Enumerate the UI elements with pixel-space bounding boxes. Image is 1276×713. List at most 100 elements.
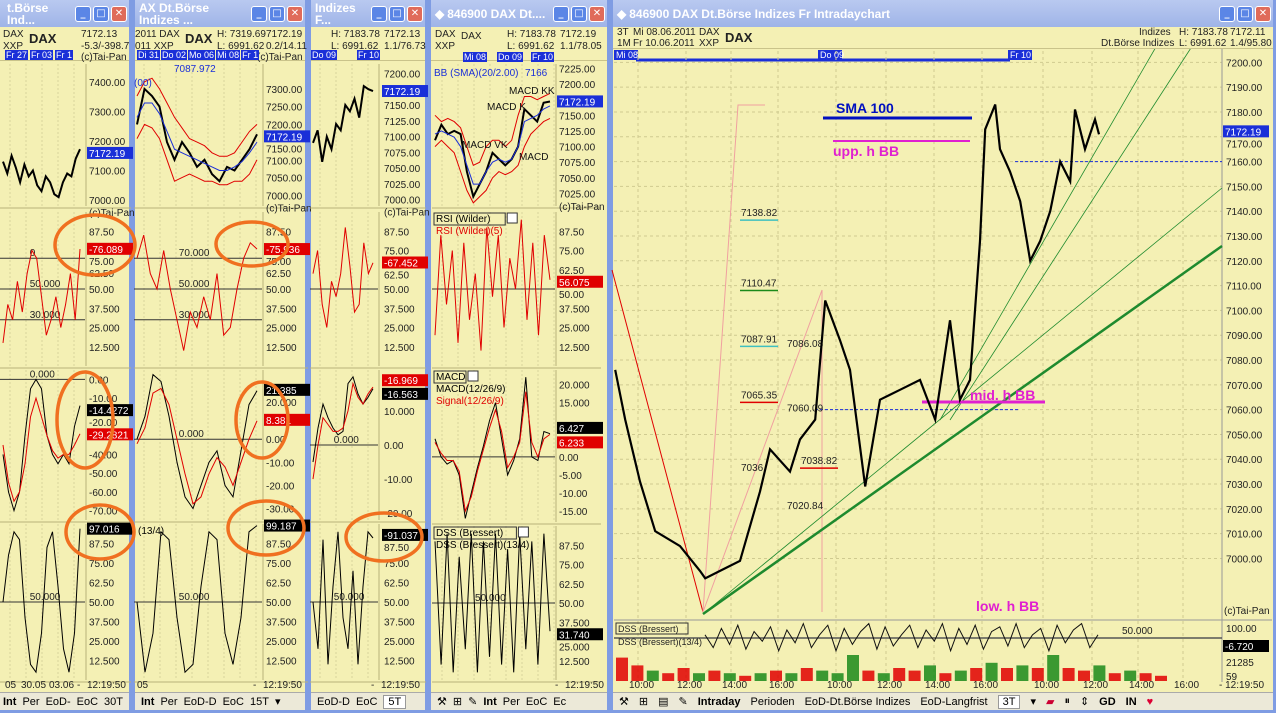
maximize-button[interactable]: □ — [1237, 5, 1253, 22]
tab-bar: ⚒ ⊞ ▤ ✎ Intraday Perioden EoD-Dt.Börse Indize… — [613, 692, 1273, 710]
window-titlebar[interactable]: AX Dt.Börse Indizes ... _ □ ✕ — [135, 0, 305, 27]
high-price: H: 7183.78 — [1179, 27, 1228, 38]
minimize-button[interactable]: _ — [75, 5, 91, 22]
market: XXP — [3, 41, 24, 52]
tab-eod-d[interactable]: EoD-D — [183, 695, 217, 708]
up-down-icon[interactable]: ⇕ — [1079, 696, 1090, 708]
main-intraday-window: ◆ 846900 DAX Dt.Börse Indizes Fr Intraday… — [610, 0, 1276, 713]
last-price: 7172.11 — [1230, 27, 1266, 38]
time-axis: 05 -12:19:50 — [135, 680, 305, 692]
minimize-button[interactable]: _ — [553, 5, 569, 22]
time-separator: - — [253, 680, 257, 691]
time-tick-label: 10:00 — [1034, 680, 1060, 691]
change: -5.3/-398.7 — [81, 41, 130, 52]
pencil-icon[interactable]: ✎ — [678, 696, 688, 708]
minimize-button[interactable]: _ — [371, 5, 387, 22]
date-label: Di 31 — [137, 50, 161, 60]
time-tick-label: 16:00 — [769, 680, 795, 691]
exchange: DAX — [435, 29, 456, 40]
low-price: L: 6991.62 — [331, 41, 379, 52]
minimize-button[interactable]: _ — [251, 5, 267, 22]
time-separator: - — [371, 680, 375, 691]
tab-per[interactable]: Per — [502, 695, 520, 708]
chevron-down-icon[interactable]: ▾ — [1030, 696, 1036, 708]
tab-per[interactable]: Per — [22, 695, 40, 708]
close-button[interactable]: ✕ — [1255, 5, 1271, 22]
group-detail: Dt.Börse Indizes — [1101, 38, 1175, 49]
period-1[interactable]: 3T — [617, 27, 629, 38]
window-titlebar[interactable]: t.Börse Ind... _ □ ✕ — [0, 0, 129, 27]
symbol-name: DAX — [461, 31, 482, 42]
heart-icon[interactable]: ♥ — [1146, 695, 1154, 708]
tab-bar: ⚒ ⊞ ✎ Int Per EoC Ec — [431, 692, 607, 710]
pencil-icon[interactable]: ✎ — [468, 696, 478, 708]
gd-button[interactable]: GD — [1099, 695, 1116, 708]
chart-window-4: ◆ 846900 DAX Dt.... _ □ ✕ DAX XXP DAX H: 71… — [428, 0, 610, 713]
tab-eod-langfrist[interactable]: EoD-Langfrist — [920, 695, 988, 708]
tab-eod[interactable]: EoD- — [45, 695, 71, 708]
annotation-text: low. h BB — [976, 598, 1040, 614]
window-title: AX Dt.Börse Indizes ... — [139, 0, 210, 27]
time-tick-label: 14:00 — [1129, 680, 1155, 691]
date-label: Fr 03 — [30, 50, 54, 60]
close-button[interactable]: ✕ — [111, 5, 127, 22]
time-separator: - — [77, 680, 81, 691]
time-axis: -12:19:50 — [431, 680, 607, 692]
close-button[interactable]: ✕ — [287, 5, 303, 22]
chart-header: 3T 1M Mi 08.06.2011 Fr 10.06.2011 DAX XX… — [613, 27, 1273, 49]
close-button[interactable]: ✕ — [407, 5, 423, 22]
tab-eoc[interactable]: EoC — [222, 695, 244, 708]
tab-int[interactable]: Int — [3, 695, 17, 708]
bar-spacing-icon[interactable]: ⏸ — [1064, 695, 1070, 707]
close-button[interactable]: ✕ — [589, 5, 605, 22]
in-button[interactable]: IN — [1125, 695, 1137, 708]
time-tick-label: 12:00 — [877, 680, 903, 691]
time-tick-label: 16:00 — [973, 680, 999, 691]
window-titlebar[interactable]: ◆ 846900 DAX Dt.Börse Indizes Fr Intraday… — [613, 0, 1273, 27]
window-title: 846900 DAX Dt.... — [447, 6, 546, 21]
minimize-button[interactable]: _ — [1219, 5, 1235, 22]
maximize-button[interactable]: □ — [269, 5, 285, 22]
period-2[interactable]: 1M — [617, 38, 631, 49]
high-price: H: 7183.78 — [507, 29, 556, 40]
last-price: 7172.19 — [266, 29, 303, 40]
date-label: Mo 06 — [188, 50, 216, 60]
copyright: (c)Tai-Pan — [257, 52, 303, 63]
tab-intraday[interactable]: Intraday — [697, 695, 741, 708]
low-price: L: 6991.62 — [217, 41, 265, 52]
maximize-button[interactable]: □ — [93, 5, 109, 22]
calendar-icon[interactable]: ▤ — [658, 696, 669, 708]
interval-select[interactable]: 3T — [997, 694, 1021, 709]
window-titlebar[interactable]: ◆ 846900 DAX Dt.... _ □ ✕ — [431, 0, 607, 27]
interval-select[interactable]: 5T — [383, 694, 407, 709]
tab-eoc[interactable]: EoC — [356, 695, 378, 708]
plus-box-icon[interactable]: ⊞ — [638, 696, 649, 708]
chart-type-icon[interactable]: ▰ — [1045, 696, 1055, 708]
tab-eoc[interactable]: EoC — [525, 695, 548, 708]
interval-select[interactable]: 30T — [104, 695, 124, 708]
exchange: DAX — [3, 29, 24, 40]
tab-int[interactable]: Int — [483, 695, 497, 708]
chevron-down-icon[interactable]: ▾ — [274, 696, 281, 708]
market: 011 XXP — [135, 41, 174, 52]
date-label: Fr 10 — [531, 52, 555, 62]
tab-eod-d[interactable]: EoD-D — [317, 695, 351, 708]
hammer-icon[interactable]: ⚒ — [619, 696, 629, 708]
tab-bar: Int Per EoD- EoC 30T — [0, 692, 129, 710]
hammer-icon[interactable]: ⚒ — [437, 696, 447, 708]
tab-bar: EoD-D EoC 5T — [311, 692, 425, 710]
tab-perioden[interactable]: Perioden — [750, 695, 795, 708]
tab-per[interactable]: Per — [160, 695, 178, 708]
tab-ec[interactable]: Ec — [553, 695, 567, 708]
tab-eoc[interactable]: EoC — [76, 695, 99, 708]
date-from: Mi 08.06.2011 — [633, 27, 696, 38]
date-label: Mi 08 — [463, 52, 488, 62]
tab-eod-indizes[interactable]: EoD-Dt.Börse Indizes — [804, 695, 911, 708]
maximize-button[interactable]: □ — [571, 5, 587, 22]
window-titlebar[interactable]: Indizes F... _ □ ✕ — [311, 0, 425, 27]
tab-int[interactable]: Int — [141, 695, 155, 708]
maximize-button[interactable]: □ — [389, 5, 405, 22]
interval-select[interactable]: 15T — [250, 695, 269, 708]
plus-box-icon[interactable]: ⊞ — [452, 696, 463, 708]
time-tick-label: 12:00 — [677, 680, 703, 691]
